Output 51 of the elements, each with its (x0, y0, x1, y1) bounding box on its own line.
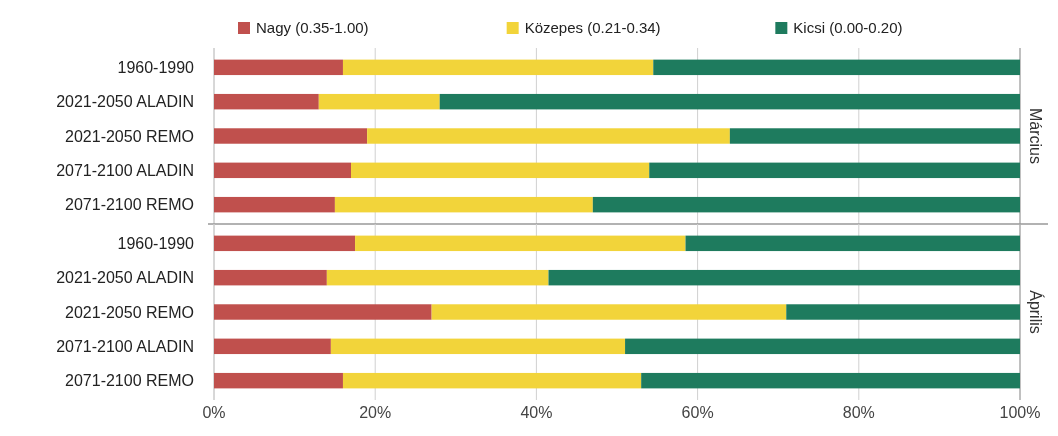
bar (786, 304, 1020, 320)
bar (685, 235, 1020, 252)
bar (592, 196, 1020, 213)
bar (439, 93, 1020, 110)
y-tick-label: 2071-2100 REMO (65, 372, 194, 390)
x-tick-label: 80% (842, 404, 875, 421)
bar (342, 372, 642, 389)
bar (367, 128, 730, 144)
y-tick-label: 1960-1990 (117, 58, 195, 76)
bar (214, 269, 327, 286)
bar (548, 269, 1020, 286)
legend-label: Kicsi (0.00-0.20) (793, 19, 903, 37)
y-tick-label: 2021-2050 REMO (65, 127, 194, 145)
y-tick-label: 2021-2050 ALADIN (56, 269, 194, 287)
bar (214, 162, 352, 179)
bar (214, 59, 343, 76)
bar (625, 338, 1020, 355)
legend-label: Közepes (0.21-0.34) (524, 19, 661, 37)
x-tick-label: 100% (999, 404, 1041, 421)
bar (214, 93, 319, 110)
y-tick-label: 2071-2100 ALADIN (56, 161, 194, 179)
bar (653, 59, 1020, 76)
bar (214, 372, 343, 389)
x-tick-label: 60% (681, 404, 714, 421)
bar (214, 128, 368, 144)
bar (330, 338, 626, 355)
y-tick-label: 1960-1990 (117, 234, 195, 252)
x-tick-label: 40% (520, 404, 553, 421)
bar (351, 162, 650, 179)
bar (318, 93, 440, 110)
y-tick-label: 2071-2100 ALADIN (56, 337, 194, 355)
y-tick-label: 2021-2050 REMO (65, 303, 194, 321)
bar (214, 196, 335, 213)
bar (342, 59, 654, 76)
bar (641, 372, 1020, 389)
legend-label: Nagy (0.35-1.00) (256, 19, 369, 37)
text: Április (1027, 290, 1046, 334)
bar (334, 196, 593, 213)
y-tick-label: 2021-2050 ALADIN (56, 93, 194, 111)
bar (214, 338, 331, 355)
bar (729, 128, 1020, 144)
bar (326, 269, 549, 286)
x-tick-label: 0% (202, 404, 226, 421)
bar (214, 304, 432, 320)
bar (431, 304, 787, 320)
bar (214, 235, 356, 252)
bar (355, 235, 686, 252)
bar (649, 162, 1020, 179)
x-tick-label: 20% (359, 404, 392, 421)
y-tick-label: 2071-2100 REMO (65, 196, 194, 214)
text: Március (1027, 107, 1045, 165)
